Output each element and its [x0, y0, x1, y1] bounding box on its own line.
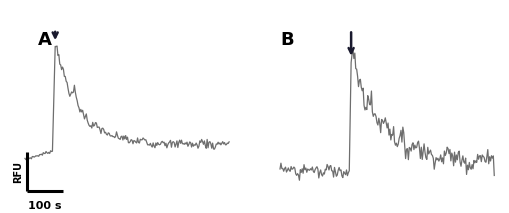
Text: RFU: RFU — [13, 161, 22, 183]
Text: 100 s: 100 s — [29, 200, 62, 210]
Text: B: B — [279, 31, 293, 49]
Text: A: A — [38, 31, 51, 49]
